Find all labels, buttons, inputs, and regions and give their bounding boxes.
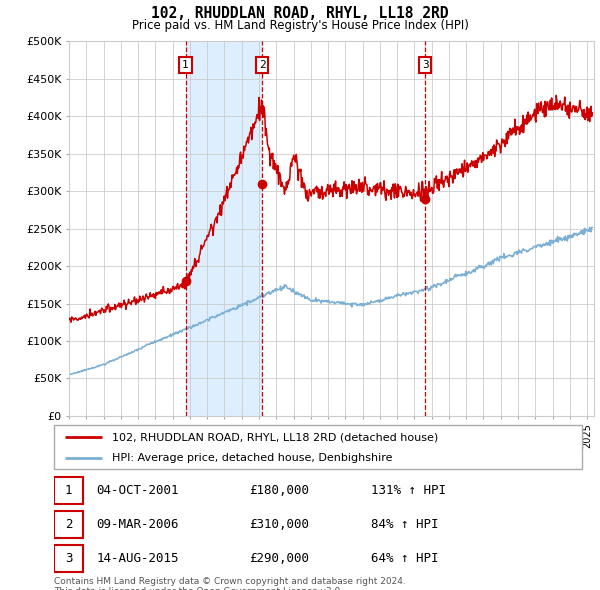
- Text: 1: 1: [182, 60, 189, 70]
- FancyBboxPatch shape: [54, 545, 83, 572]
- Text: Price paid vs. HM Land Registry's House Price Index (HPI): Price paid vs. HM Land Registry's House …: [131, 19, 469, 32]
- Text: 2: 2: [259, 60, 266, 70]
- FancyBboxPatch shape: [54, 425, 582, 469]
- Text: 09-MAR-2006: 09-MAR-2006: [96, 518, 179, 531]
- FancyBboxPatch shape: [54, 511, 83, 538]
- Text: 3: 3: [422, 60, 428, 70]
- FancyBboxPatch shape: [54, 477, 83, 504]
- Text: 64% ↑ HPI: 64% ↑ HPI: [371, 552, 438, 565]
- Text: 3: 3: [65, 552, 72, 565]
- Text: 102, RHUDDLAN ROAD, RHYL, LL18 2RD: 102, RHUDDLAN ROAD, RHYL, LL18 2RD: [151, 6, 449, 21]
- Text: 14-AUG-2015: 14-AUG-2015: [96, 552, 179, 565]
- Text: 84% ↑ HPI: 84% ↑ HPI: [371, 518, 438, 531]
- Text: £290,000: £290,000: [250, 552, 310, 565]
- Text: HPI: Average price, detached house, Denbighshire: HPI: Average price, detached house, Denb…: [112, 453, 392, 463]
- Text: 131% ↑ HPI: 131% ↑ HPI: [371, 484, 446, 497]
- Bar: [185, 41, 262, 416]
- Text: £310,000: £310,000: [250, 518, 310, 531]
- Text: Contains HM Land Registry data © Crown copyright and database right 2024.
This d: Contains HM Land Registry data © Crown c…: [54, 577, 406, 590]
- Text: £180,000: £180,000: [250, 484, 310, 497]
- Text: 2: 2: [65, 518, 72, 531]
- Text: 04-OCT-2001: 04-OCT-2001: [96, 484, 179, 497]
- Text: 102, RHUDDLAN ROAD, RHYL, LL18 2RD (detached house): 102, RHUDDLAN ROAD, RHYL, LL18 2RD (deta…: [112, 432, 439, 442]
- Text: 1: 1: [65, 484, 72, 497]
